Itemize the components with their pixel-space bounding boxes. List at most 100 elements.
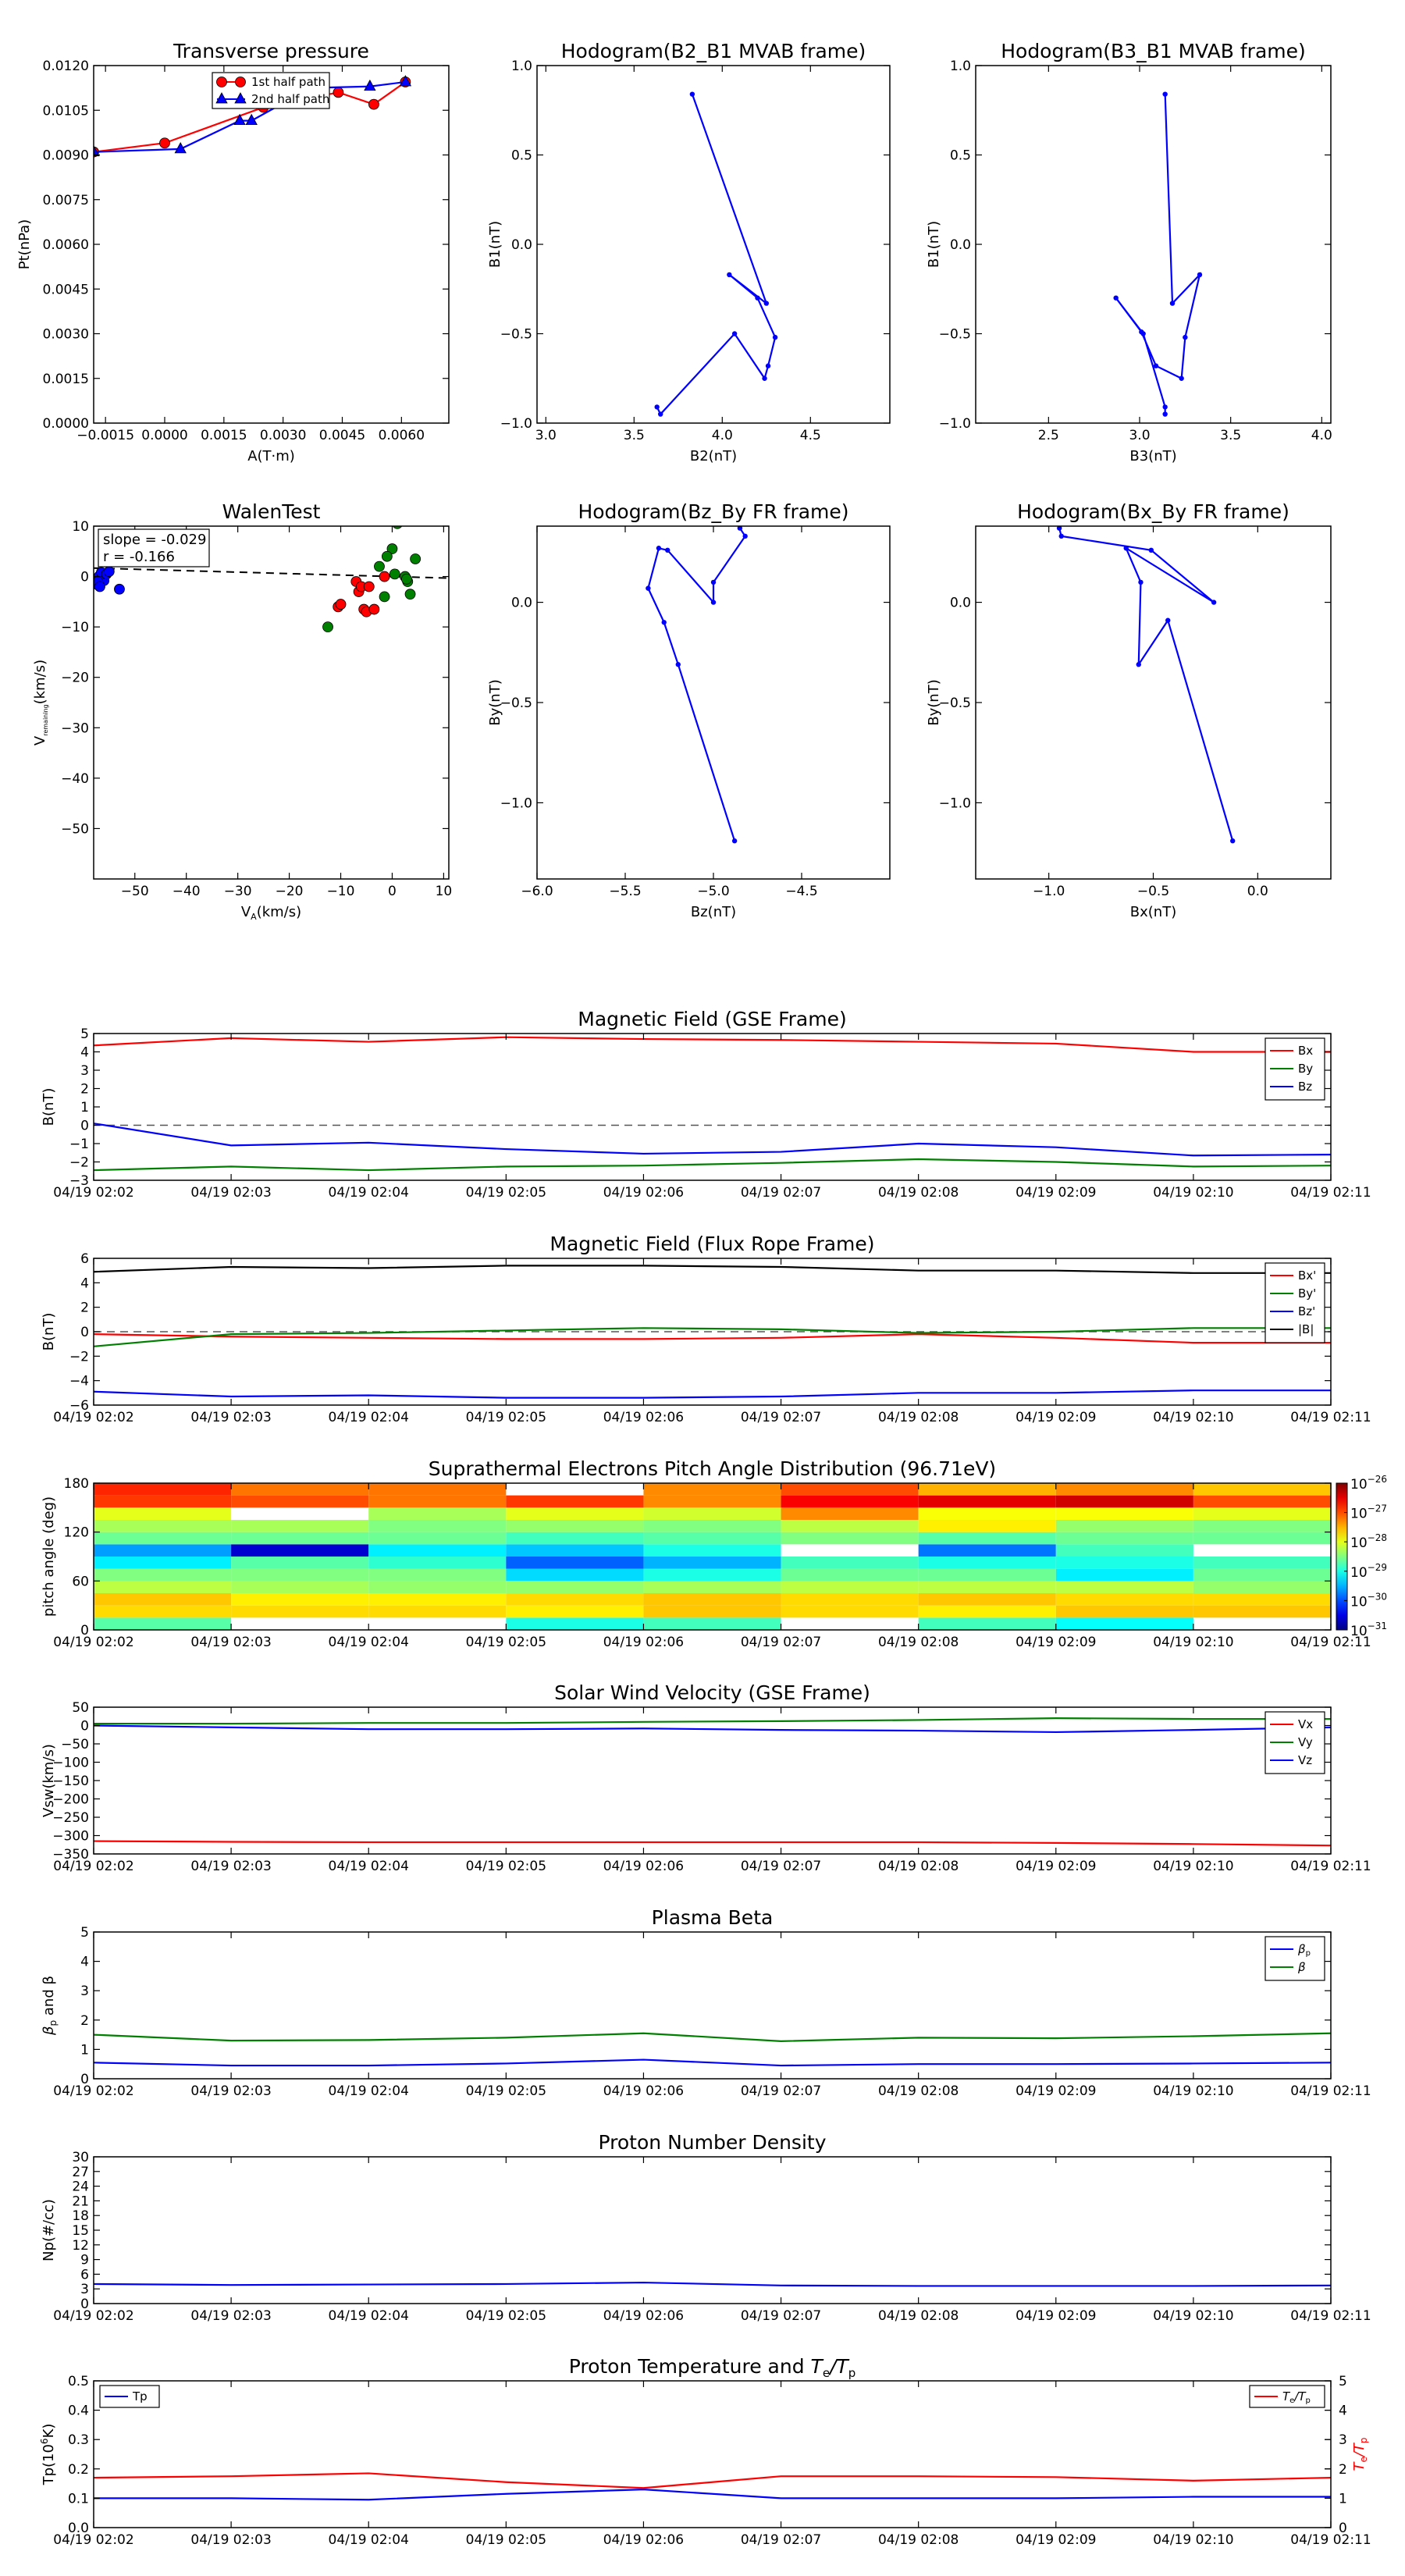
x-tick-label: 4.0 (1311, 428, 1332, 443)
y-tick-label: 2 (80, 2013, 89, 2029)
data-point (174, 142, 187, 154)
heatmap-cell (1193, 1507, 1331, 1520)
series-line-0 (94, 2058, 1331, 2067)
text-span: −27 (1368, 1503, 1387, 1514)
y-tick-label: 4 (80, 1045, 89, 1061)
heatmap-cell (94, 1520, 232, 1532)
data-point (379, 591, 390, 603)
text-span: 10 (1350, 1477, 1368, 1493)
heatmap-cell (781, 1483, 919, 1496)
time-tick-label: 04/19 02:11 (1290, 1185, 1371, 1201)
chart-title: Hodogram(B3_B1 MVAB frame) (1001, 40, 1306, 62)
y-tick-label: −0.5 (939, 696, 971, 711)
y-tick-label: 0 (80, 2072, 89, 2087)
colorbar-label: 10−28 (1350, 1532, 1387, 1551)
y-tick-label: 0.0060 (43, 237, 89, 253)
y-tick-label: −150 (52, 1774, 89, 1789)
y-axis-label: Tp(106K) (39, 2424, 57, 2486)
series-0 (1056, 526, 1236, 844)
text-span: e (823, 2366, 830, 2380)
y-axis-label: Vsw(km/s) (41, 1744, 57, 1817)
legend-label: |B| (1298, 1322, 1314, 1336)
y-tick-label: 120 (64, 1525, 89, 1541)
y-tick-label: 6 (80, 2267, 89, 2282)
time-tick-label: 04/19 02:03 (190, 1859, 271, 1874)
x-tick-label: −20 (276, 884, 304, 899)
y-tick-label: 0 (80, 1623, 89, 1638)
data-point (216, 76, 227, 87)
y-tick-label: 0.0075 (43, 193, 89, 208)
x-tick-label: 3.0 (1129, 428, 1150, 443)
heatmap-cell (1055, 1617, 1193, 1630)
time-tick-label: 04/19 02:09 (1016, 1859, 1096, 1874)
text-span: −31 (1368, 1621, 1387, 1631)
data-point (1165, 617, 1171, 623)
y-tick-label: 50 (72, 1700, 89, 1716)
chart-title: Hodogram(Bx_By FR frame) (1017, 500, 1289, 523)
text-span: Bz' (1298, 1304, 1315, 1318)
heatmap-cell (781, 1605, 919, 1618)
text-span: Tp (132, 2389, 148, 2403)
heatmap-cell (506, 1617, 644, 1630)
data-point (1148, 547, 1154, 553)
legend-box (1264, 1936, 1325, 1981)
series-line-3 (94, 1265, 1331, 1274)
heatmap-cell (1055, 1520, 1193, 1532)
heatmap-cell (643, 1520, 781, 1532)
plot-frame (93, 1482, 1332, 1631)
data-point (235, 76, 246, 87)
series-0 (654, 91, 778, 417)
chart-hyz: Hodogram(Bz_By FR frame) −6.0 −5.5 −5.0 −4.5… (487, 500, 891, 920)
y-tick-label: −4 (69, 1374, 89, 1389)
heatmap-cell (368, 1520, 507, 1532)
y2-tick-label: 1 (1339, 2491, 1347, 2507)
heatmap-cell (506, 1581, 644, 1593)
data-point (1058, 533, 1064, 539)
y-axis-label: By(nT) (487, 679, 503, 725)
text-span: A (251, 912, 257, 922)
heatmap-cell (781, 1568, 919, 1582)
data-point (1169, 301, 1176, 306)
heatmap-cell (506, 1593, 644, 1606)
x-tick-label: −30 (224, 884, 252, 899)
data-point (333, 87, 344, 98)
time-tick-label: 04/19 02:09 (1016, 2308, 1096, 2324)
text-span: /T (828, 2355, 849, 2378)
heatmap-cell (781, 1581, 919, 1593)
plot-frame (93, 1033, 1332, 1181)
chart-bgse: Magnetic Field (GSE Frame) 04/19 02:02 04/… (41, 1008, 1371, 1201)
legend: 1st half path 2nd half path (212, 72, 330, 109)
annotation-box (98, 528, 210, 568)
chart-title: Hodogram(B2_B1 MVAB frame) (561, 40, 866, 62)
time-tick-label: 04/19 02:09 (1016, 2083, 1096, 2099)
time-tick-label: 04/19 02:03 (190, 2083, 271, 2099)
heatmap-cell (231, 1581, 369, 1593)
text-span: −30 (1368, 1591, 1387, 1602)
time-tick-label: 04/19 02:11 (1290, 2308, 1371, 2324)
x-tick-label: −5.0 (697, 884, 729, 899)
data-point (159, 137, 170, 149)
legend-label: By' (1298, 1286, 1316, 1300)
chart-vsw: Solar Wind Velocity (GSE Frame) 04/19 02:… (41, 1681, 1371, 1874)
x-tick-label: 3.5 (624, 428, 645, 443)
heatmap-cell (1193, 1557, 1331, 1569)
plot-frame (93, 525, 450, 880)
data-point (656, 546, 662, 551)
heatmap-cell (781, 1507, 919, 1520)
colorbar-label: 10−30 (1350, 1591, 1387, 1610)
heatmap-cell (506, 1532, 644, 1545)
data-point (1183, 334, 1188, 340)
time-tick-label: 04/19 02:09 (1016, 2532, 1096, 2548)
y2-tick-label: 2 (1339, 2462, 1347, 2478)
series-0 (1113, 91, 1203, 417)
y-tick-label: 0.0 (68, 2521, 89, 2536)
series-1 (333, 571, 390, 617)
heatmap-cell (94, 1544, 232, 1557)
y-tick-label: 2 (80, 1082, 89, 1098)
y-tick-label: 5 (80, 1925, 89, 1941)
y-tick-label: 0.3 (68, 2432, 89, 2448)
heatmap-cell (1055, 1495, 1193, 1508)
text-span: By (1298, 1062, 1313, 1076)
heatmap-column (781, 1483, 919, 1618)
x-axis-label: Bx(nT) (1130, 904, 1176, 920)
